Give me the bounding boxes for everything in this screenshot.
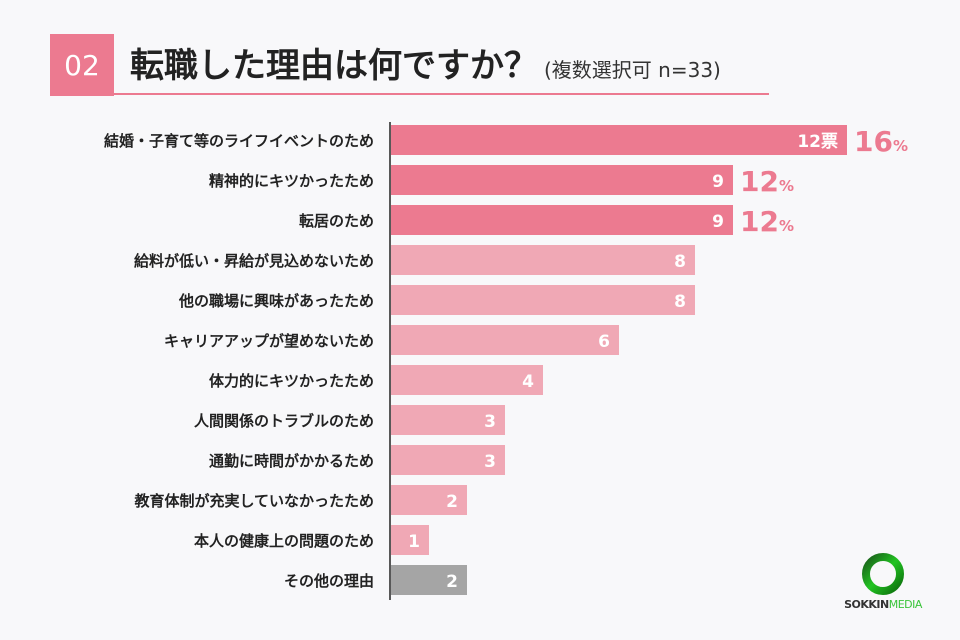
category-label: 通勤に時間がかかるため [209, 452, 374, 470]
value-label: 4 [522, 372, 534, 392]
category-label: 精神的にキツかったため [209, 172, 374, 190]
value-label: 6 [598, 332, 610, 352]
value-label: 9 [712, 212, 724, 232]
category-label: その他の理由 [284, 572, 374, 590]
page-title: 転職した理由は何ですか？ (複数選択可 n=33) [130, 38, 721, 87]
bar [391, 525, 429, 555]
category-label: 教育体制が充実していなかったため [133, 492, 374, 510]
value-label: 1 [408, 532, 420, 552]
bar [391, 245, 695, 275]
logo-text-dark: SOKKIN [844, 598, 889, 611]
bar [391, 445, 505, 475]
percent-label: 16% [854, 125, 908, 158]
bar [391, 485, 467, 515]
bar [391, 285, 695, 315]
value-label: 8 [674, 252, 686, 272]
category-label: 転居のため [299, 212, 374, 230]
bar [391, 125, 847, 155]
value-label: 2 [446, 572, 458, 592]
title-underline [114, 93, 769, 95]
category-label: 体力的にキツかったため [209, 372, 374, 390]
value-label: 3 [484, 452, 496, 472]
logo-ring-icon [862, 553, 904, 595]
category-label: 人間関係のトラブルのため [194, 412, 374, 430]
value-label: 8 [674, 292, 686, 312]
logo-text-green: MEDIA [888, 598, 923, 611]
bar [391, 205, 733, 235]
category-label: 給料が低い・昇給が見込めないため [134, 252, 374, 270]
bar [391, 165, 733, 195]
bar [391, 565, 467, 595]
section-number-badge: 02 [50, 34, 114, 96]
percent-label: 12% [740, 165, 794, 198]
subtitle: (複数選択可 n=33) [544, 58, 721, 82]
value-label: 3 [484, 412, 496, 432]
bar [391, 365, 543, 395]
bar [391, 325, 619, 355]
category-label: 本人の健康上の問題のため [194, 532, 374, 550]
title-text: 転職した理由は何ですか？ [130, 46, 538, 86]
bar [391, 405, 505, 435]
category-label: 結婚・子育て等のライフイベントのため [104, 132, 374, 150]
value-label: 2 [446, 492, 458, 512]
percent-label: 12% [740, 205, 794, 238]
value-label: 12票 [797, 132, 838, 152]
sokkin-media-logo: SOKKINMEDIA [838, 552, 928, 616]
value-label: 9 [712, 172, 724, 192]
category-label: キャリアアップが望めないため [164, 332, 374, 350]
category-label: 他の職場に興味があったため [178, 292, 374, 310]
